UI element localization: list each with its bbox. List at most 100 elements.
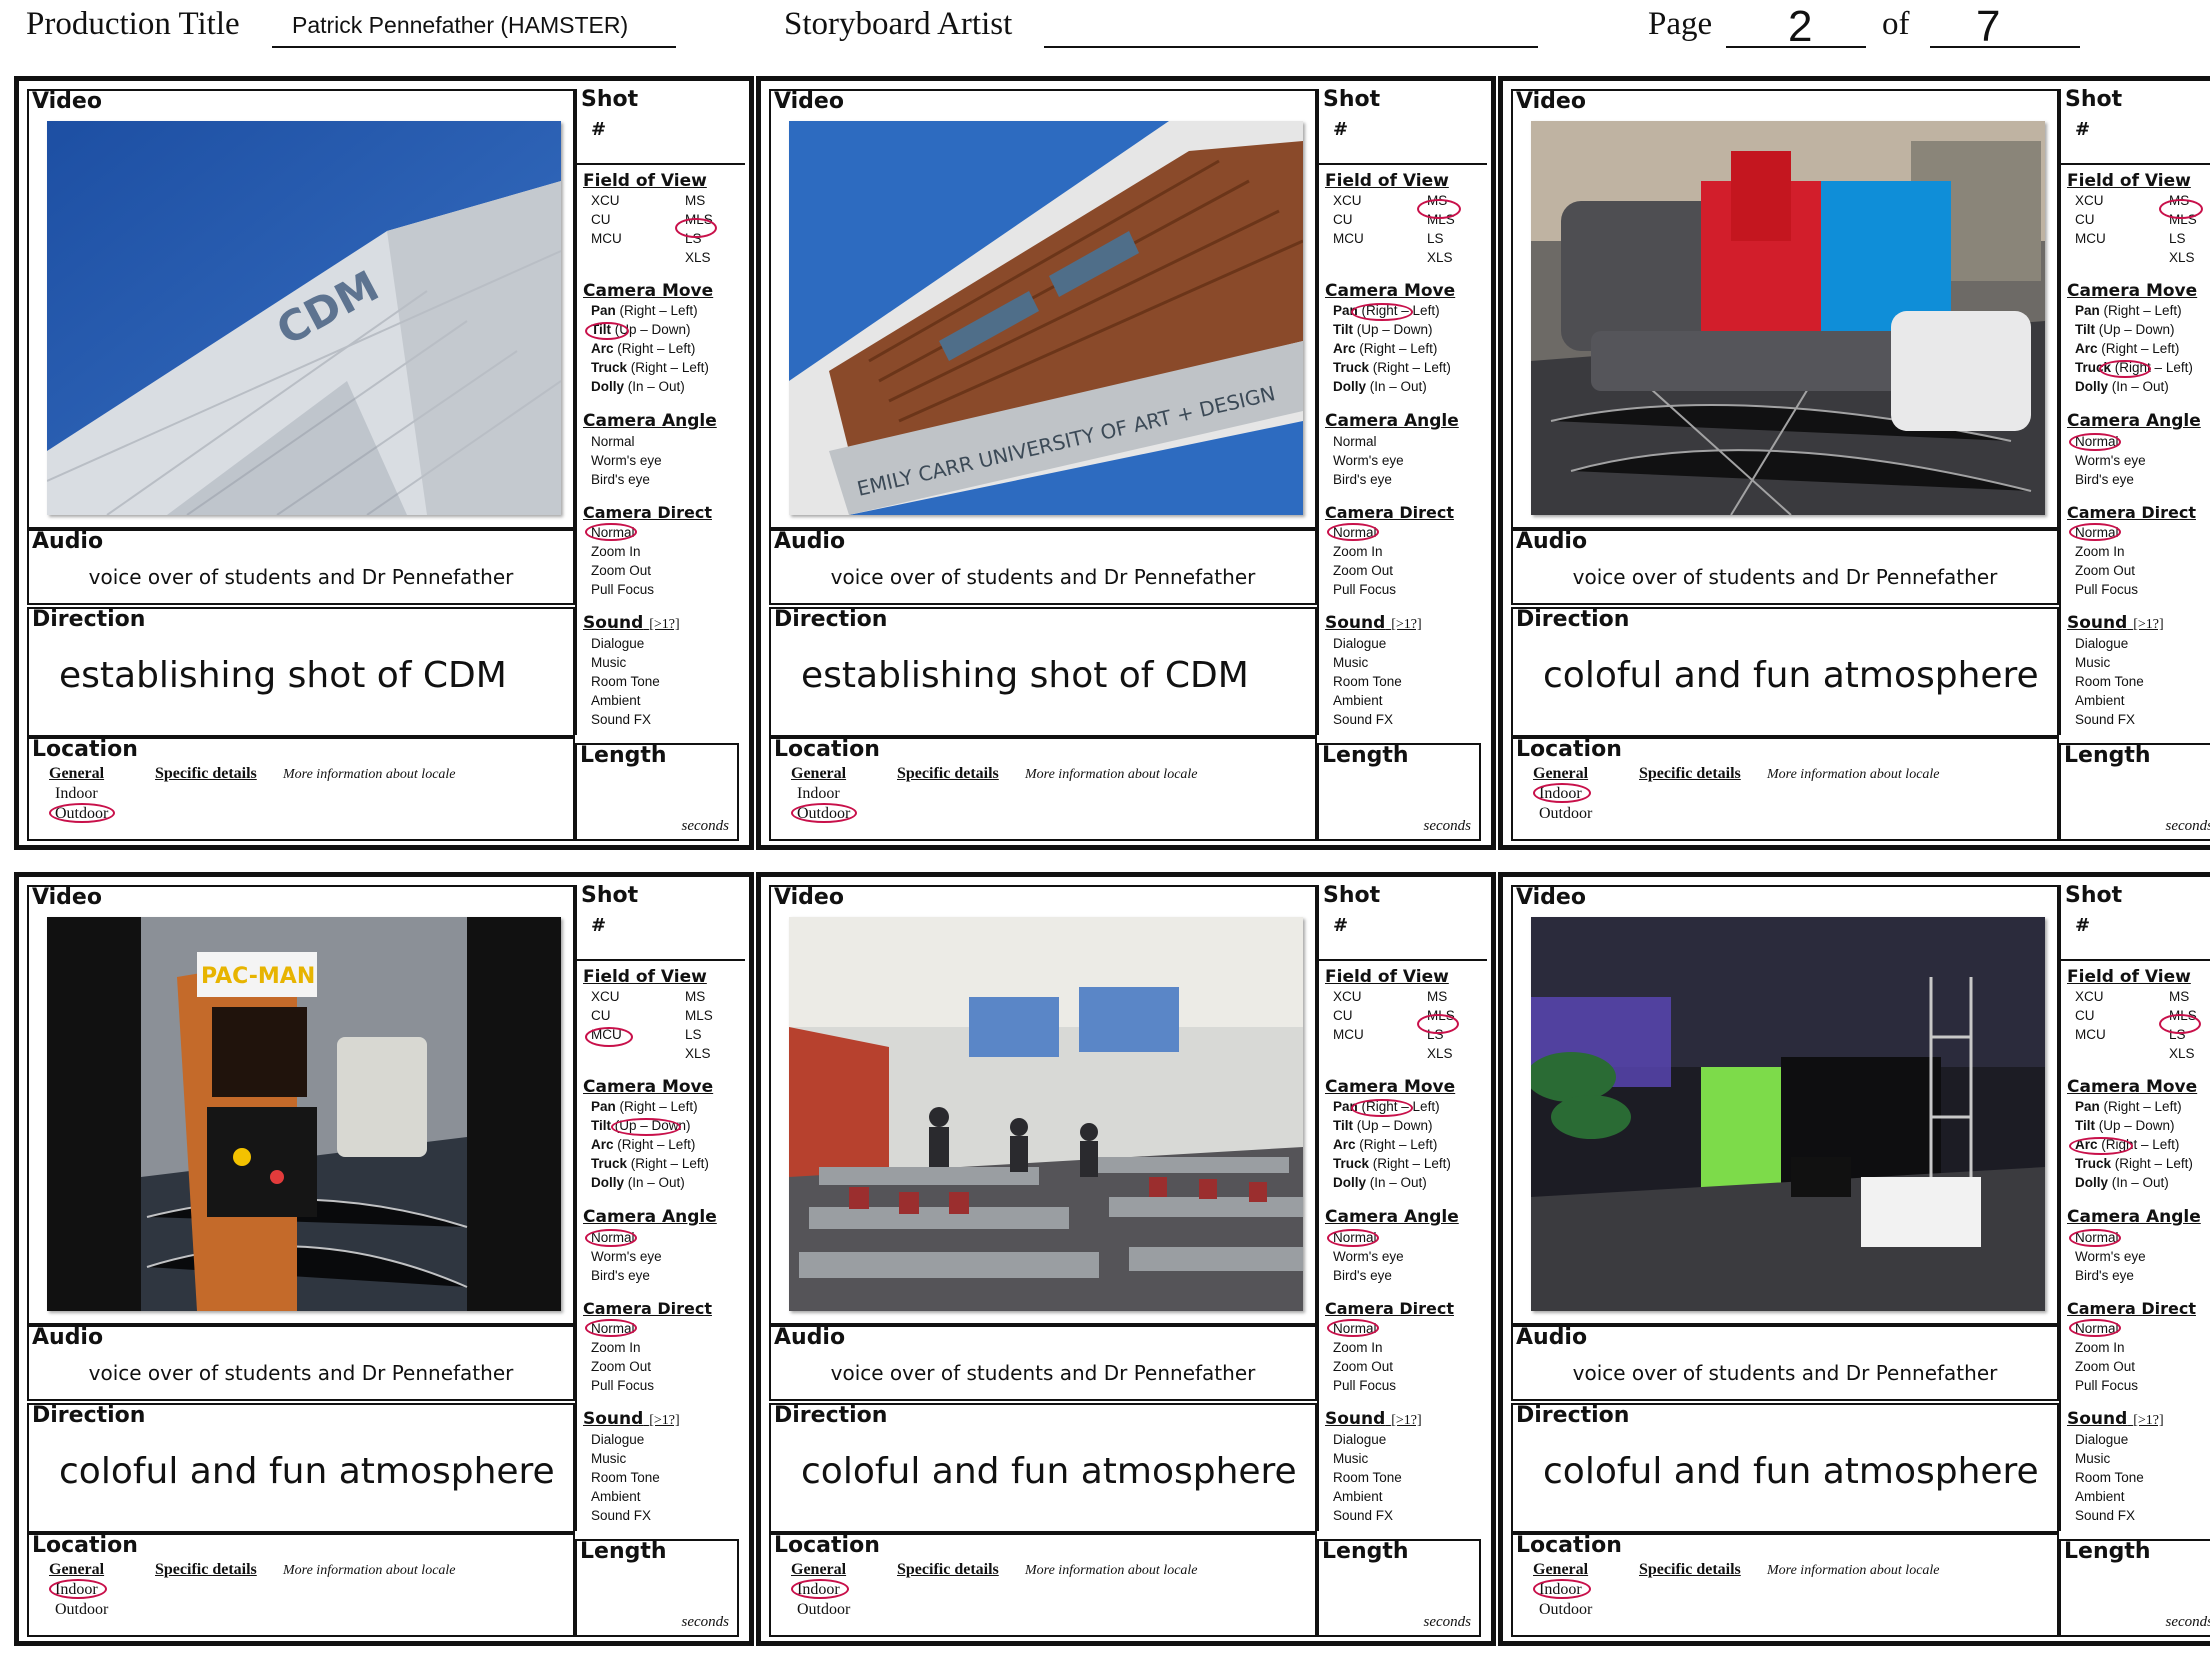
sound-ambient-option[interactable]: Ambient [1333, 693, 1383, 708]
move-arc-option[interactable]: Arc (Right – Left) [1333, 341, 1438, 356]
sound-room-tone-option[interactable]: Room Tone [1333, 674, 1402, 689]
fov-xcu-option[interactable]: XCU [2075, 989, 2104, 1004]
audio-description[interactable]: voice over of students and Dr Pennefathe… [1572, 1361, 1998, 1385]
sound-dialogue-option[interactable]: Dialogue [2075, 636, 2129, 651]
shot-number-field[interactable]: # [2075, 119, 2091, 140]
direct-zoom-in-option[interactable]: Zoom In [2075, 1340, 2125, 1355]
fov-cu-option[interactable]: CU [2075, 212, 2095, 227]
shot-number-field[interactable]: # [1333, 119, 1349, 140]
audio-description[interactable]: voice over of students and Dr Pennefathe… [830, 1361, 1256, 1385]
sound-fx-option[interactable]: Sound FX [591, 1508, 652, 1523]
direct-pull-focus-option[interactable]: Pull Focus [1333, 582, 1397, 597]
sound-room-tone-option[interactable]: Room Tone [1333, 1470, 1402, 1485]
sound-music-option[interactable]: Music [591, 1451, 627, 1466]
move-arc-option[interactable]: Arc (Right – Left) [591, 1137, 696, 1152]
direction-description[interactable]: coloful and fun atmosphere [801, 1451, 1297, 1492]
direct-normal-option[interactable]: Normal [2075, 525, 2119, 540]
move-dolly-option[interactable]: Dolly (In – Out) [1333, 1175, 1427, 1190]
location-outdoor-option[interactable]: Outdoor [55, 805, 109, 822]
fov-xls-option[interactable]: XLS [685, 250, 711, 265]
move-pan-option[interactable]: Pan (Right – Left) [1333, 1099, 1440, 1114]
sound-ambient-option[interactable]: Ambient [591, 693, 641, 708]
direct-zoom-in-option[interactable]: Zoom In [2075, 544, 2125, 559]
angle-worms-eye-option[interactable]: Worm's eye [1333, 1249, 1404, 1264]
angle-birds-eye-option[interactable]: Bird's eye [1333, 1268, 1392, 1283]
sound-dialogue-option[interactable]: Dialogue [1333, 636, 1387, 651]
sound-music-option[interactable]: Music [1333, 1451, 1369, 1466]
sound-fx-option[interactable]: Sound FX [2075, 712, 2136, 727]
audio-description[interactable]: voice over of students and Dr Pennefathe… [88, 1361, 514, 1385]
fov-ms-option[interactable]: MS [2169, 989, 2190, 1004]
move-tilt-option[interactable]: Tilt (Up – Down) [2075, 322, 2175, 337]
angle-normal-option[interactable]: Normal [591, 1230, 635, 1245]
location-outdoor-option[interactable]: Outdoor [797, 1601, 851, 1618]
fov-ls-option[interactable]: LS [2169, 231, 2186, 246]
move-truck-option[interactable]: Truck (Right – Left) [2075, 360, 2193, 375]
direct-zoom-out-option[interactable]: Zoom Out [1333, 563, 1394, 578]
sound-ambient-option[interactable]: Ambient [591, 1489, 641, 1504]
fov-xls-option[interactable]: XLS [2169, 250, 2195, 265]
sound-fx-option[interactable]: Sound FX [591, 712, 652, 727]
shot-number-field[interactable]: # [2075, 915, 2091, 936]
location-outdoor-option[interactable]: Outdoor [55, 1601, 109, 1618]
audio-description[interactable]: voice over of students and Dr Pennefathe… [830, 565, 1256, 589]
direct-zoom-in-option[interactable]: Zoom In [591, 1340, 641, 1355]
move-truck-option[interactable]: Truck (Right – Left) [2075, 1156, 2193, 1171]
fov-mcu-option[interactable]: MCU [1333, 231, 1364, 246]
direct-normal-option[interactable]: Normal [591, 525, 635, 540]
fov-mls-option[interactable]: MLS [685, 1008, 713, 1023]
sound-fx-option[interactable]: Sound FX [1333, 712, 1394, 727]
move-truck-option[interactable]: Truck (Right – Left) [591, 1156, 709, 1171]
direction-description[interactable]: establishing shot of CDM [59, 655, 507, 696]
fov-cu-option[interactable]: CU [2075, 1008, 2095, 1023]
location-indoor-option[interactable]: Indoor [797, 785, 840, 802]
direct-pull-focus-option[interactable]: Pull Focus [591, 1378, 655, 1393]
direct-zoom-out-option[interactable]: Zoom Out [1333, 1359, 1394, 1374]
sound-music-option[interactable]: Music [2075, 655, 2111, 670]
direct-zoom-out-option[interactable]: Zoom Out [591, 1359, 652, 1374]
direct-pull-focus-option[interactable]: Pull Focus [591, 582, 655, 597]
direct-zoom-out-option[interactable]: Zoom Out [591, 563, 652, 578]
angle-birds-eye-option[interactable]: Bird's eye [1333, 472, 1392, 487]
sound-music-option[interactable]: Music [2075, 1451, 2111, 1466]
move-dolly-option[interactable]: Dolly (In – Out) [591, 1175, 685, 1190]
fov-xcu-option[interactable]: XCU [591, 989, 620, 1004]
fov-xls-option[interactable]: XLS [1427, 1046, 1453, 1061]
sound-ambient-option[interactable]: Ambient [1333, 1489, 1383, 1504]
fov-cu-option[interactable]: CU [591, 1008, 611, 1023]
angle-worms-eye-option[interactable]: Worm's eye [2075, 453, 2146, 468]
fov-cu-option[interactable]: CU [1333, 1008, 1353, 1023]
fov-ms-option[interactable]: MS [1427, 989, 1448, 1004]
direct-pull-focus-option[interactable]: Pull Focus [2075, 582, 2139, 597]
fov-xcu-option[interactable]: XCU [1333, 193, 1362, 208]
shot-number-field[interactable]: # [591, 915, 607, 936]
move-dolly-option[interactable]: Dolly (In – Out) [2075, 379, 2169, 394]
angle-normal-option[interactable]: Normal [1333, 1230, 1377, 1245]
move-pan-option[interactable]: Pan (Right – Left) [1333, 303, 1440, 318]
fov-ms-option[interactable]: MS [2169, 193, 2190, 208]
move-dolly-option[interactable]: Dolly (In – Out) [591, 379, 685, 394]
fov-xcu-option[interactable]: XCU [2075, 193, 2104, 208]
location-indoor-option[interactable]: Indoor [1539, 785, 1582, 802]
move-truck-option[interactable]: Truck (Right – Left) [1333, 360, 1451, 375]
fov-mls-option[interactable]: MLS [1427, 212, 1455, 227]
move-arc-option[interactable]: Arc (Right – Left) [2075, 1137, 2180, 1152]
fov-ls-option[interactable]: LS [685, 231, 702, 246]
fov-mcu-option[interactable]: MCU [2075, 1027, 2106, 1042]
direction-description[interactable]: coloful and fun atmosphere [59, 1451, 555, 1492]
move-pan-option[interactable]: Pan (Right – Left) [591, 1099, 698, 1114]
audio-description[interactable]: voice over of students and Dr Pennefathe… [88, 565, 514, 589]
direction-description[interactable]: establishing shot of CDM [801, 655, 1249, 696]
move-tilt-option[interactable]: Tilt (Up – Down) [2075, 1118, 2175, 1133]
angle-worms-eye-option[interactable]: Worm's eye [591, 1249, 662, 1264]
location-outdoor-option[interactable]: Outdoor [1539, 805, 1593, 822]
fov-mcu-option[interactable]: MCU [591, 231, 622, 246]
direct-zoom-in-option[interactable]: Zoom In [591, 544, 641, 559]
direct-zoom-in-option[interactable]: Zoom In [1333, 544, 1383, 559]
sound-music-option[interactable]: Music [591, 655, 627, 670]
move-tilt-option[interactable]: Tilt (Up – Down) [1333, 322, 1433, 337]
angle-birds-eye-option[interactable]: Bird's eye [591, 1268, 650, 1283]
move-dolly-option[interactable]: Dolly (In – Out) [1333, 379, 1427, 394]
sound-room-tone-option[interactable]: Room Tone [2075, 1470, 2144, 1485]
direct-zoom-in-option[interactable]: Zoom In [1333, 1340, 1383, 1355]
